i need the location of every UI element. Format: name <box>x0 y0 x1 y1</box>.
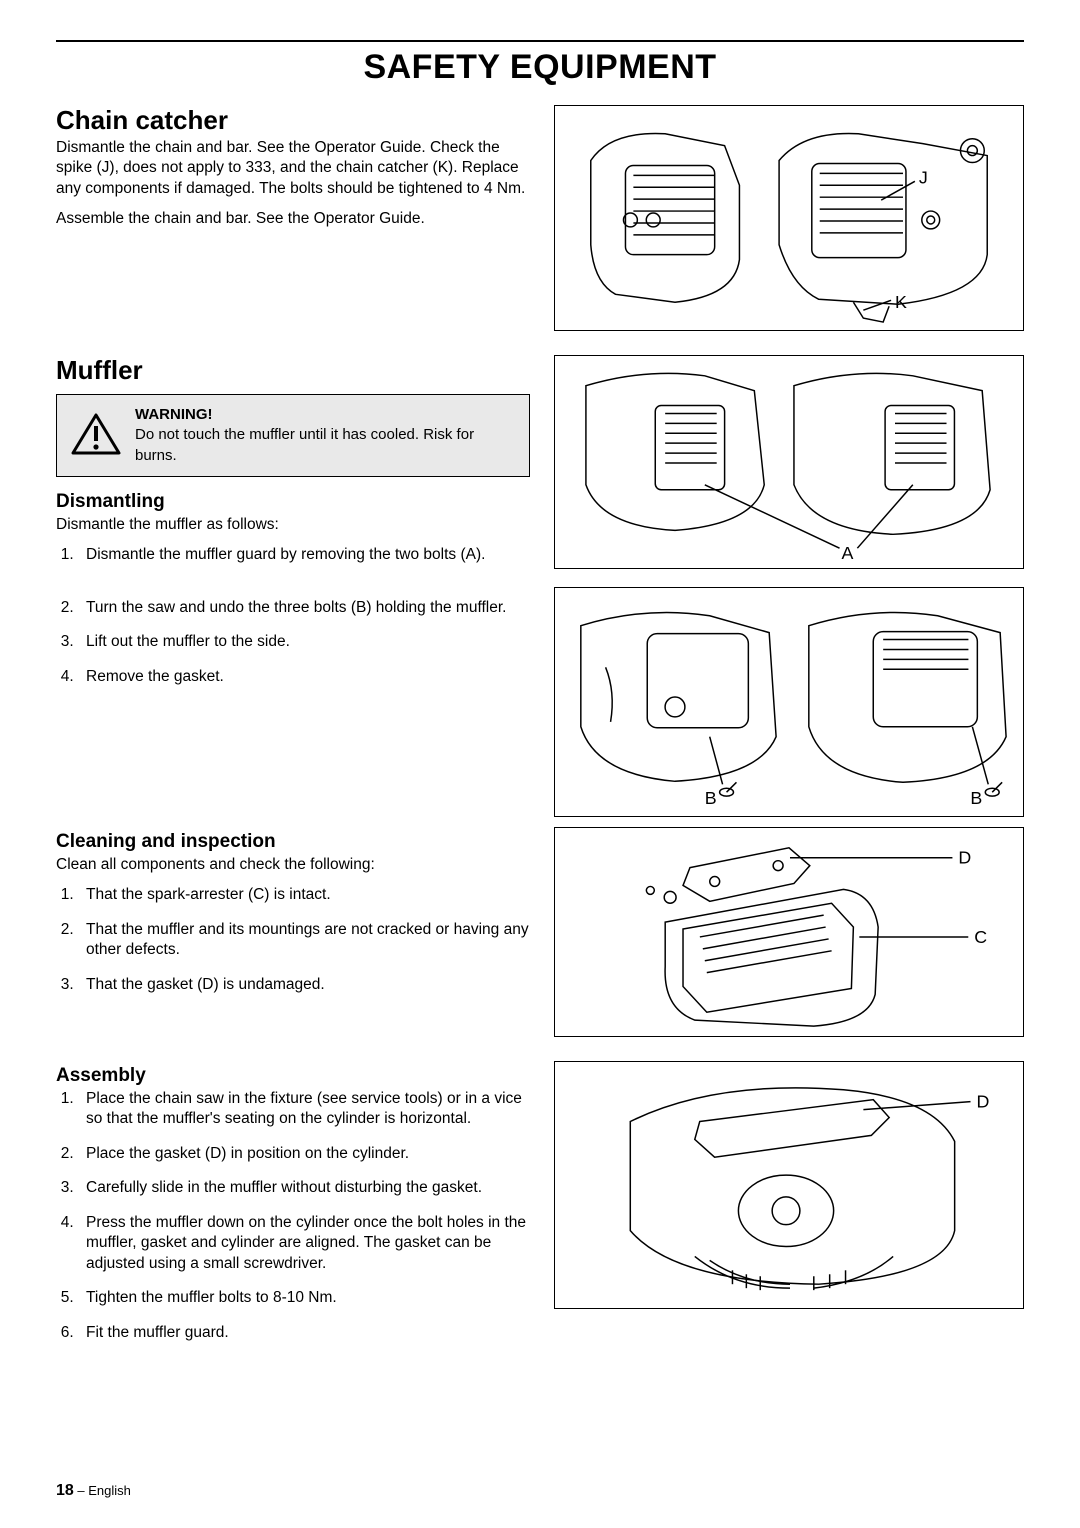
label-d2: D <box>976 1092 989 1112</box>
label-b2: B <box>970 788 982 808</box>
page-number: 18 <box>56 1482 74 1499</box>
list-item: Dismantle the muffler guard by removing … <box>78 545 530 565</box>
section-chain-catcher: Chain catcher Dismantle the chain and ba… <box>56 105 1024 331</box>
figure-muffler-bolts: B B <box>554 587 1024 817</box>
list-item: That the gasket (D) is undamaged. <box>78 975 530 995</box>
list-item: Turn the saw and undo the three bolts (B… <box>78 598 530 618</box>
label-j: J <box>919 167 928 187</box>
list-item: Carefully slide in the muffler without d… <box>78 1178 530 1198</box>
section-assembly: Assembly Place the chain saw in the fixt… <box>56 1061 1024 1357</box>
clean-heading: Cleaning and inspection <box>56 831 530 853</box>
page-lang: – English <box>74 1483 131 1498</box>
clean-list: That the spark-arrester (C) is intact. T… <box>56 885 530 995</box>
section-cleaning: Cleaning and inspection Clean all compon… <box>56 827 1024 1037</box>
list-item: Fit the muffler guard. <box>78 1323 530 1343</box>
list-item: That the spark-arrester (C) is intact. <box>78 885 530 905</box>
label-c: C <box>974 927 987 947</box>
chain-p2: Assemble the chain and bar. See the Oper… <box>56 209 530 229</box>
clean-lead: Clean all components and check the follo… <box>56 855 530 875</box>
top-rule <box>56 40 1024 42</box>
dismantling-heading: Dismantling <box>56 491 530 513</box>
list-item: Place the gasket (D) in position on the … <box>78 1144 530 1164</box>
page-title: SAFETY EQUIPMENT <box>56 48 1024 87</box>
warning-title: WARNING! <box>135 405 515 425</box>
dismantling-list: Dismantle the muffler guard by removing … <box>56 545 530 687</box>
list-item: Lift out the muffler to the side. <box>78 632 530 652</box>
page-footer: 18 – English <box>56 1482 131 1500</box>
chain-heading: Chain catcher <box>56 105 530 136</box>
label-k: K <box>895 292 907 312</box>
assembly-list: Place the chain saw in the fixture (see … <box>56 1089 530 1343</box>
list-item: Remove the gasket. <box>78 667 530 687</box>
assembly-heading: Assembly <box>56 1065 530 1087</box>
figure-cleaning: D C <box>554 827 1024 1037</box>
warning-body: Do not touch the muffler until it has co… <box>135 426 474 463</box>
warning-icon <box>71 413 121 457</box>
label-b1: B <box>705 788 717 808</box>
label-a: A <box>842 543 854 563</box>
muffler-heading: Muffler <box>56 355 530 386</box>
warning-box: WARNING! Do not touch the muffler until … <box>56 394 530 477</box>
figure-chain-catcher: J K <box>554 105 1024 331</box>
figure-assembly: D <box>554 1061 1024 1309</box>
section-muffler: Muffler WARNING! Do not touch the muffle… <box>56 355 1024 817</box>
label-d: D <box>958 848 971 868</box>
dismantling-lead: Dismantle the muffler as follows: <box>56 515 530 535</box>
figure-muffler-guard: A <box>554 355 1024 569</box>
list-item: That the muffler and its mountings are n… <box>78 920 530 961</box>
list-item: Press the muffler down on the cylinder o… <box>78 1213 530 1274</box>
chain-p1: Dismantle the chain and bar. See the Ope… <box>56 138 530 199</box>
list-item: Tighten the muffler bolts to 8-10 Nm. <box>78 1288 530 1308</box>
list-item: Place the chain saw in the fixture (see … <box>78 1089 530 1130</box>
